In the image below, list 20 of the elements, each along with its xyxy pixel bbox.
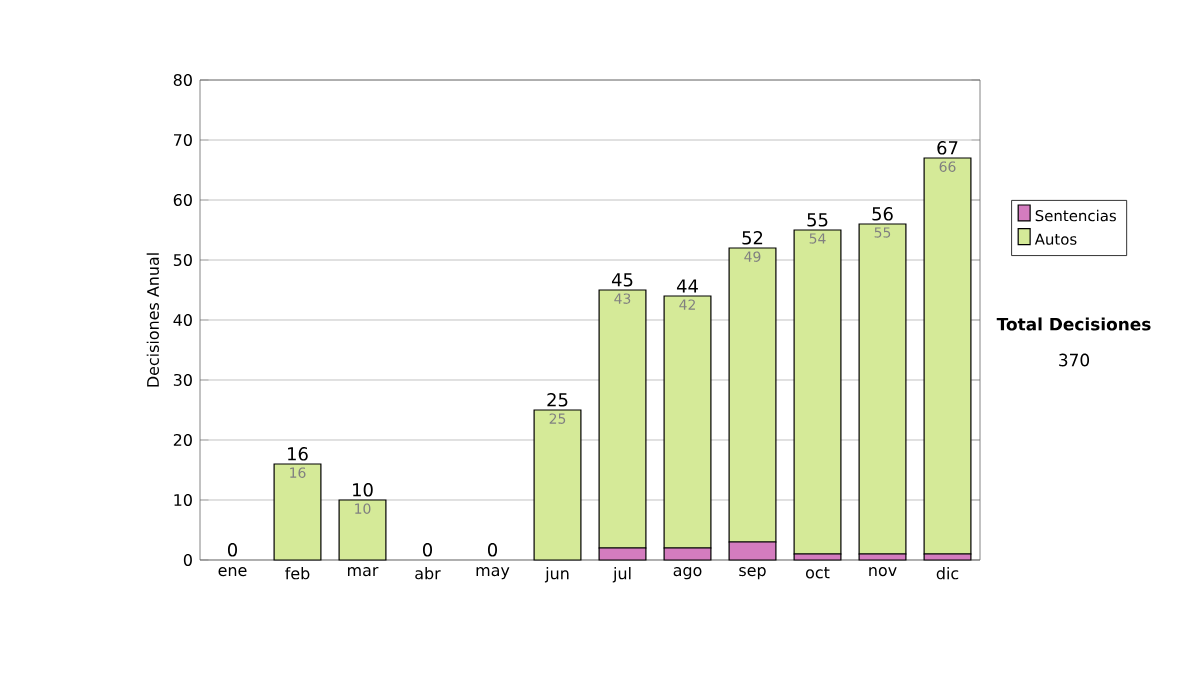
total-label: 0 [227, 543, 238, 557]
bar [858, 223, 907, 555]
total-label: 44 [676, 279, 698, 293]
total-label: 0 [422, 543, 433, 557]
text: Total Decisiones [996, 317, 1151, 331]
total-label: 16 [288, 447, 308, 461]
bar [533, 409, 582, 561]
total-label: 0 [487, 543, 498, 557]
total-label: 67 [937, 141, 958, 155]
total-label: 10 [353, 483, 373, 497]
total-label: 25 [547, 393, 568, 407]
bar [923, 157, 972, 555]
total-label: 56 [872, 207, 893, 221]
total-label: 45 [611, 273, 633, 287]
text: 370 [1059, 353, 1090, 367]
bar [793, 229, 842, 555]
bar [273, 463, 322, 561]
total-label: 52 [742, 231, 763, 245]
bar [338, 499, 387, 561]
total-label: 55 [807, 213, 828, 227]
